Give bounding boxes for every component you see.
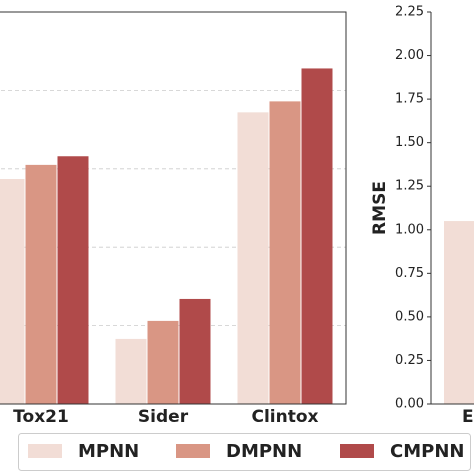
bar — [147, 320, 179, 404]
bar — [444, 221, 474, 404]
bar — [25, 164, 57, 404]
x-tick-label: Sider — [138, 407, 189, 427]
y-tick-label: 0.00 — [395, 397, 424, 412]
legend-swatch — [176, 444, 210, 458]
y-tick-label: 1.50 — [395, 135, 424, 150]
bar — [179, 298, 211, 404]
legend-label: CMPNN — [390, 441, 464, 462]
legend-label: DMPNN — [226, 441, 302, 462]
y-axis-label: RMSE — [370, 181, 390, 235]
plot-frame — [0, 11, 347, 405]
bar — [115, 338, 147, 404]
bar — [57, 156, 89, 404]
bar — [0, 178, 25, 404]
bar — [301, 68, 333, 404]
legend-swatch — [340, 444, 374, 458]
y-tick-label: 0.25 — [395, 353, 424, 368]
y-tick-label: 0.75 — [395, 266, 424, 281]
legend-swatch — [28, 444, 62, 458]
y-tick-label: 1.75 — [395, 92, 424, 107]
y-tick-label: 1.25 — [395, 179, 424, 194]
y-tick-label: 1.00 — [395, 222, 424, 237]
y-tick-label: 0.50 — [395, 309, 424, 324]
bar — [237, 112, 269, 405]
legend-label: MPNN — [78, 441, 139, 462]
bar — [269, 101, 301, 404]
x-tick-label: Clintox — [251, 407, 318, 427]
x-tick-label: Tox21 — [13, 407, 69, 427]
legend-box — [18, 433, 471, 471]
y-tick-label: 2.25 — [395, 5, 424, 20]
y-tick-label: 2.00 — [395, 48, 424, 63]
x-tick-label: E — [462, 407, 474, 427]
